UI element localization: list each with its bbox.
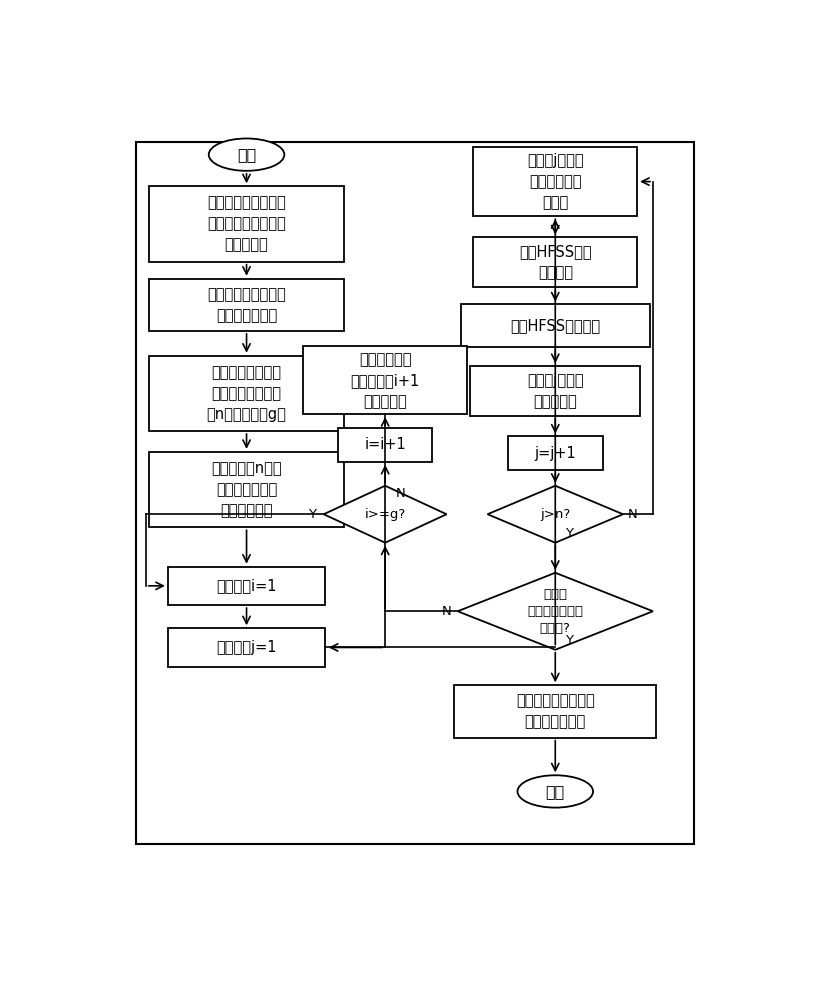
Polygon shape [324,486,446,543]
Text: j=j+1: j=j+1 [534,446,576,461]
Bar [303,346,467,414]
Text: N: N [395,487,405,500]
Polygon shape [458,573,653,650]
Bar [167,567,325,605]
Text: j>n?: j>n? [540,508,571,521]
Bar [454,685,656,738]
Text: 当前个体j=1: 当前个体j=1 [216,640,276,655]
Bar [473,237,637,287]
Polygon shape [488,486,623,543]
Text: N: N [628,508,638,521]
Bar [461,304,650,347]
Bar [508,436,602,470]
Bar [167,628,325,667]
Text: 结束: 结束 [546,784,565,799]
Ellipse shape [518,775,593,808]
Text: 当前种
群是否满足适应
度要求?: 当前种 群是否满足适应 度要求? [528,588,583,635]
Text: Y: Y [565,527,573,540]
Bar [338,428,433,462]
Text: 用多目标进化
算法产生第i+1
代种群个体: 用多目标进化 算法产生第i+1 代种群个体 [350,352,420,409]
Bar [473,147,637,216]
Text: 输出最佳输出匹配网
络碎片离散结构: 输出最佳输出匹配网 络碎片离散结构 [516,693,594,729]
Text: 计算第j个个体
适应度函数: 计算第j个个体 适应度函数 [527,373,584,409]
Bar [149,186,344,262]
Bar [137,142,694,844]
Text: 随机生成与n个碎
片离散结构对应
的二进制编码: 随机生成与n个碎 片离散结构对应 的二进制编码 [211,461,282,518]
Text: 优化算法参数设置
（目标数、种群个
数n、最大代数g）: 优化算法参数设置 （目标数、种群个 数n、最大代数g） [207,365,286,422]
Bar [149,356,344,431]
Ellipse shape [209,138,285,171]
Text: 读入HFSS分析结果: 读入HFSS分析结果 [511,318,600,333]
Text: Y: Y [565,634,573,647]
Text: 当前代数i=1: 当前代数i=1 [216,578,276,593]
Text: 输出第j个碎片
离散结构对应
的编码: 输出第j个碎片 离散结构对应 的编码 [527,153,584,210]
Text: Y: Y [308,508,316,521]
Text: 开始: 开始 [237,147,256,162]
Bar [149,452,344,527]
Text: 确定输出匹配网络碎
片离散结构参数: 确定输出匹配网络碎 片离散结构参数 [207,287,286,323]
Text: i=i+1: i=i+1 [364,437,406,452]
Text: 调用HFSS进行
建模分析: 调用HFSS进行 建模分析 [519,244,592,280]
Text: i>=g?: i>=g? [364,508,406,521]
Text: 分析功率放大器所需
基波与谐波阻抗，确
定设计要求: 分析功率放大器所需 基波与谐波阻抗，确 定设计要求 [207,195,286,252]
Bar [149,279,344,331]
Bar [470,366,641,416]
Text: N: N [441,605,451,618]
